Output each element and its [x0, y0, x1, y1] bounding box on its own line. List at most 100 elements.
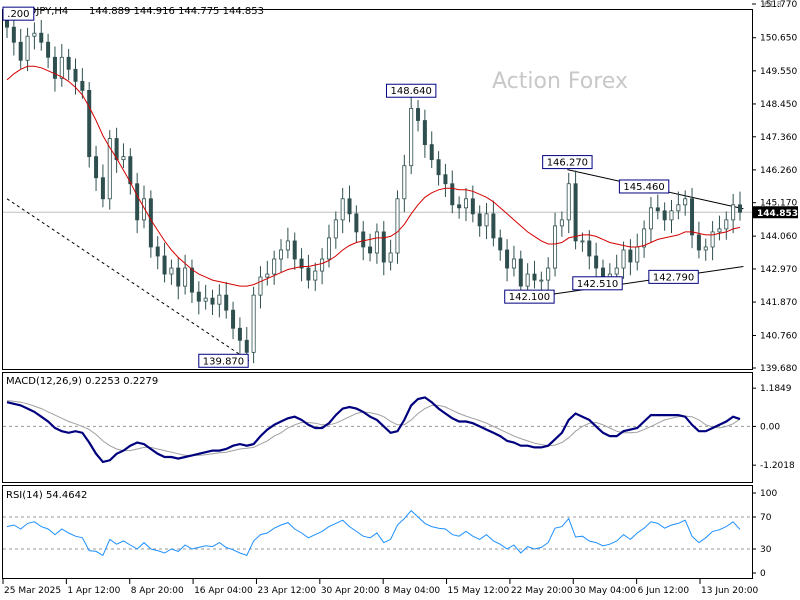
candle-body [559, 219, 564, 227]
candle-body [484, 213, 489, 227]
candle-body [128, 156, 133, 185]
candle-body [690, 198, 695, 236]
price-label-box [618, 179, 670, 194]
time-axis: 25 Mar 2025 1 Apr 12:00 8 Apr 20:00 16 Apr … [2, 579, 758, 596]
candle-body [224, 294, 229, 311]
candle-body [463, 198, 468, 209]
price-label-box [385, 83, 437, 98]
candle-body [306, 267, 311, 281]
candle-body [217, 294, 222, 305]
price-label-box [2, 6, 35, 21]
candle-body [676, 204, 681, 212]
candle-body [25, 35, 30, 61]
macd-signal-line [6, 400, 741, 456]
rsi-panel-frame [2, 485, 753, 579]
candle-body [600, 267, 605, 278]
candle-body [546, 267, 551, 281]
price-axis: 151.770 150.650 149.550 148.450 147.360 146.2… [752, 0, 797, 374]
candle-body [696, 234, 701, 251]
candle-body [32, 32, 37, 37]
candle-body [594, 255, 599, 269]
candle-body [135, 183, 140, 221]
time-axis-label: 23 Apr 12:00 [257, 586, 316, 596]
candle-body [299, 258, 304, 269]
candle-body [511, 258, 516, 269]
rsi-axis-label: 0 [760, 569, 766, 579]
candle-body [18, 41, 23, 61]
time-axis-label: 22 May 20:00 [511, 586, 573, 596]
candle-body [148, 198, 153, 248]
candle-body [354, 213, 359, 233]
macd-panel-frame [2, 372, 753, 483]
price-axis-label: 146.260 [760, 166, 797, 176]
panel-frames [2, 9, 753, 579]
candle-body [251, 294, 256, 353]
candle-body [231, 309, 236, 329]
candle-body [107, 138, 112, 200]
candle-body [279, 249, 284, 260]
candle-body [39, 32, 44, 43]
candle-body [731, 204, 736, 221]
macd-header: MACD(12,26,9) 0.2253 0.2279 [6, 376, 158, 387]
candle-body [655, 207, 660, 212]
price-label-box [542, 155, 593, 170]
candle-body [162, 255, 167, 275]
candle-body [518, 258, 523, 287]
macd-axis: 1.1849 0.00 -1.2018 [752, 384, 795, 471]
candle-body [710, 231, 715, 248]
candle-body [265, 273, 270, 278]
candle-body [416, 108, 421, 121]
rsi-axis-label: 100 [760, 489, 777, 499]
candle-body [470, 198, 475, 215]
price-axis-label: 140.760 [760, 331, 797, 341]
rsi-axis-label: 30 [760, 545, 772, 555]
price-axis-label: 142.970 [760, 265, 797, 275]
candle-body [738, 204, 743, 213]
candle-body [183, 267, 188, 287]
chart-header: ▼ USDJPY,H4 144.889 144.916 144.775 144.… [6, 6, 264, 17]
trendline [6, 198, 251, 362]
trendline [546, 266, 744, 296]
candle-body [553, 225, 558, 269]
candle-body [498, 237, 503, 251]
candle-body [505, 249, 510, 269]
macd-main-line [6, 396, 741, 464]
price-axis-label: 139.680 [760, 364, 797, 374]
candle-body [142, 198, 147, 221]
macd-layer [3, 396, 752, 464]
candle-body [491, 213, 496, 239]
price-axis-label: 145.170 [760, 199, 797, 209]
candle-body [196, 291, 201, 302]
candle-body [450, 183, 455, 206]
price-label-box [198, 353, 249, 368]
candle-body [381, 231, 386, 263]
candle-body [717, 228, 722, 233]
candle-body [429, 144, 434, 161]
candle-body [169, 267, 174, 275]
candle-body [422, 120, 427, 146]
candle-body [87, 90, 92, 158]
candle-body [642, 228, 647, 248]
candle-body [237, 327, 242, 341]
candle-body [313, 270, 318, 281]
candle-body [628, 249, 633, 263]
price-label: 142.510 [577, 279, 618, 290]
time-axis-label: 16 Apr 04:00 [194, 586, 253, 596]
price-axis-label: 144.060 [760, 232, 797, 242]
candle-body [614, 267, 619, 275]
candle-body [326, 237, 331, 260]
last-price-tag-text: 144.853 [757, 209, 798, 219]
price-axis-label: 151.770 [760, 0, 797, 10]
candle-body [46, 41, 51, 58]
price-axis-label: 148.450 [760, 100, 797, 110]
rsi-layer [3, 509, 752, 557]
candle-body [635, 246, 640, 263]
candle-body [409, 108, 414, 167]
candle-body [203, 297, 208, 302]
candle-body [724, 219, 729, 230]
price-panel-frame [2, 9, 753, 370]
candle-body [457, 204, 462, 209]
price-axis-label: 150.650 [760, 34, 797, 44]
time-axis-label: 15 May 12:00 [448, 586, 510, 596]
